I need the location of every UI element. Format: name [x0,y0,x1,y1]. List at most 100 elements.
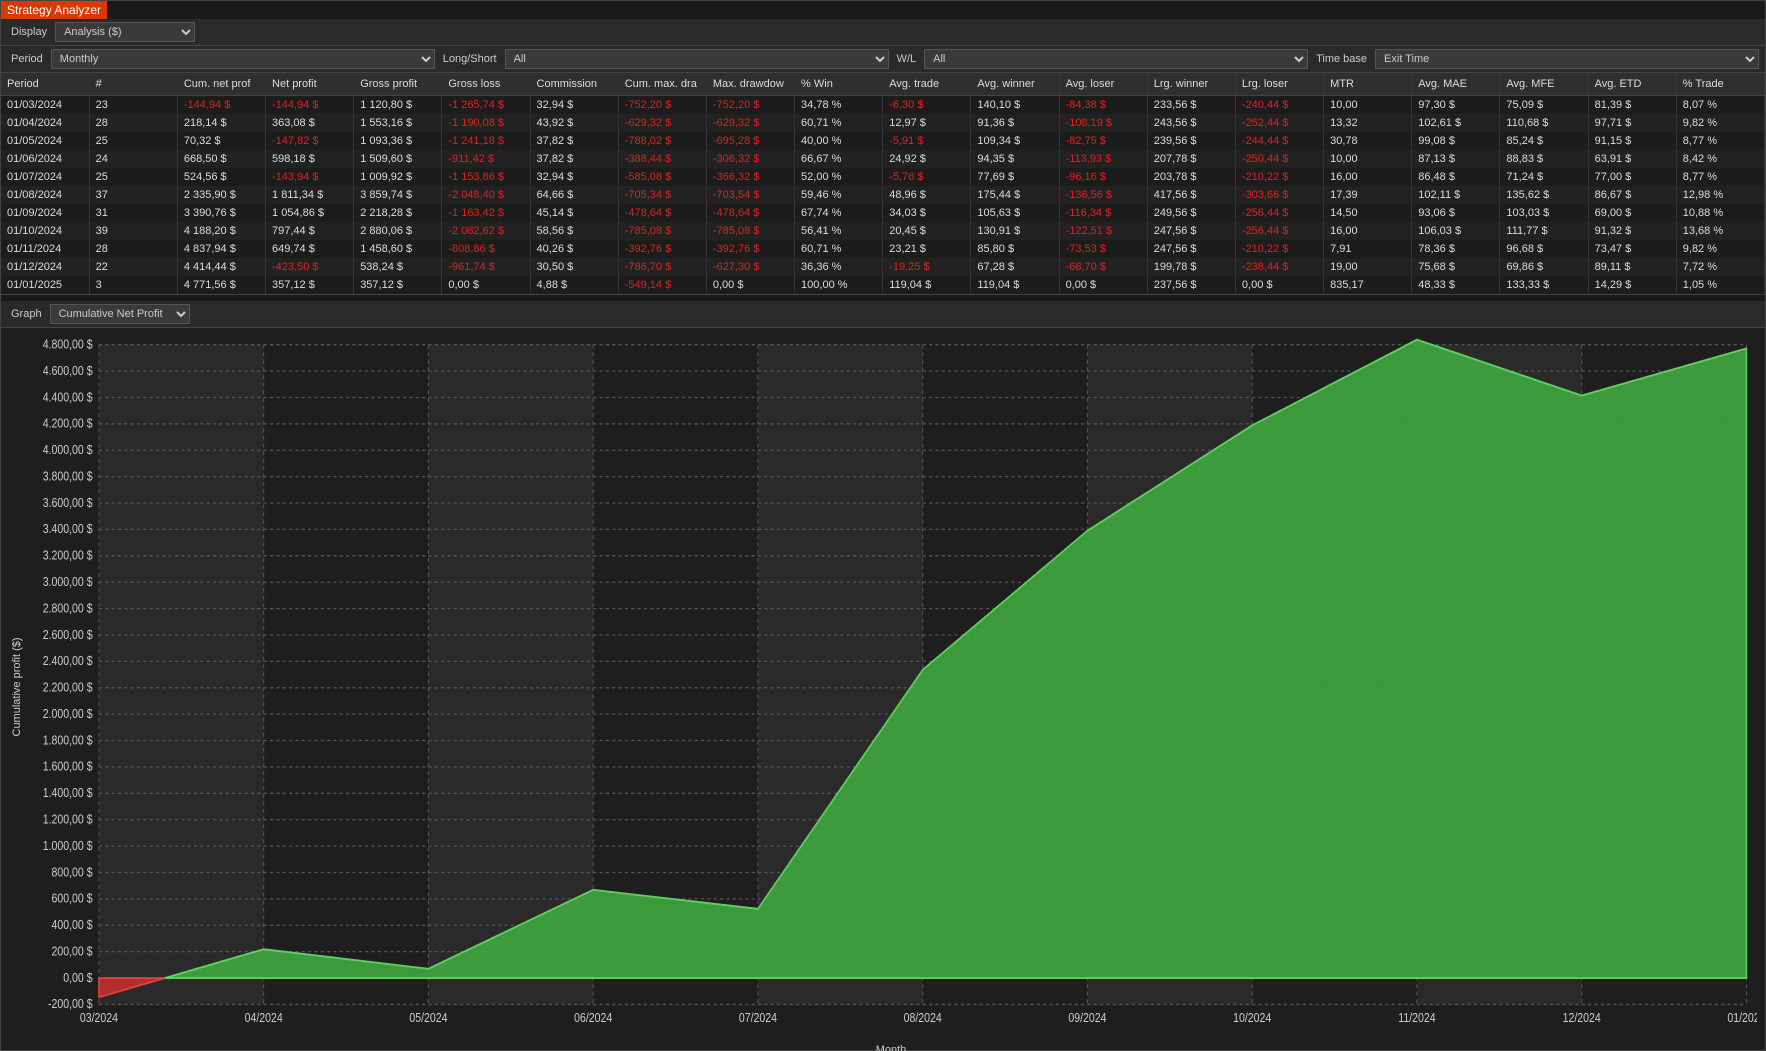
column-header[interactable]: Net profit [266,73,354,95]
table-cell: 60,71 % [795,240,883,258]
table-cell: 649,74 $ [266,240,354,258]
table-cell: 77,00 $ [1588,168,1676,186]
table-cell: 22 [89,258,177,276]
filter-toolbar: Period Monthly Long/Short All W/L All Ti… [1,46,1765,73]
table-cell: 14,50 [1324,204,1412,222]
column-header[interactable]: Commission [530,73,618,95]
table-row[interactable]: 01/09/2024313 390,76 $1 054,86 $2 218,28… [1,204,1765,222]
table-cell: 24,92 $ [883,150,971,168]
svg-text:3.800,00 $: 3.800,00 $ [43,469,93,483]
table-cell: -113,93 $ [1059,150,1147,168]
table-cell: 237,56 $ [1147,276,1235,294]
table-cell: -256,44 $ [1235,204,1323,222]
svg-text:1.600,00 $: 1.600,00 $ [43,759,93,773]
table-cell: 102,11 $ [1412,186,1500,204]
table-row[interactable]: 01/08/2024372 335,90 $1 811,34 $3 859,74… [1,186,1765,204]
display-select[interactable]: Analysis ($) [55,22,195,42]
column-header[interactable]: Avg. MAE [1412,73,1500,95]
table-cell: 9,82 % [1676,114,1764,132]
column-header[interactable]: Lrg. loser [1235,73,1323,95]
wl-select[interactable]: All [924,49,1308,69]
column-header[interactable]: Avg. winner [971,73,1059,95]
column-header[interactable]: Cum. max. dra [618,73,706,95]
column-header[interactable]: % Win [795,73,883,95]
table-cell: -788,02 $ [618,132,706,150]
table-row[interactable]: 01/06/202424668,50 $598,18 $1 509,60 $-9… [1,150,1765,168]
column-header[interactable]: Gross loss [442,73,530,95]
table-cell: 34,78 % [795,95,883,114]
table-cell: 96,68 $ [1500,240,1588,258]
table-cell: 37 [89,186,177,204]
table-cell: 598,18 $ [266,150,354,168]
table-cell: 36,36 % [795,258,883,276]
table-row[interactable]: 01/11/2024284 837,94 $649,74 $1 458,60 $… [1,240,1765,258]
table-cell: -785,08 $ [706,222,794,240]
table-row[interactable]: 01/05/20242570,32 $-147,82 $1 093,36 $-1… [1,132,1765,150]
column-header[interactable]: Avg. loser [1059,73,1147,95]
graph-select[interactable]: Cumulative Net Profit [50,304,190,324]
table-cell: 24 [89,150,177,168]
table-row[interactable]: 01/04/202428218,14 $363,08 $1 553,16 $-1… [1,114,1765,132]
svg-text:03/2024: 03/2024 [80,1011,119,1025]
longshort-label: Long/Short [439,53,501,65]
table-cell: 10,88 % [1676,204,1764,222]
table-cell: 1,05 % [1676,276,1764,294]
table-row[interactable]: 01/01/202534 771,56 $357,12 $357,12 $0,0… [1,276,1765,294]
table-cell: 175,44 $ [971,186,1059,204]
table-cell: -1 163,42 $ [442,204,530,222]
table-cell: 3 390,76 $ [177,204,265,222]
column-header[interactable]: Gross profit [354,73,442,95]
svg-text:800,00 $: 800,00 $ [52,865,94,879]
table-cell: 91,36 $ [971,114,1059,132]
wl-label: W/L [893,53,921,65]
timebase-select[interactable]: Exit Time [1375,49,1759,69]
table-cell: 105,63 $ [971,204,1059,222]
period-select[interactable]: Monthly [51,49,435,69]
table-cell: -392,76 $ [618,240,706,258]
table-cell: 0,00 $ [1235,276,1323,294]
table-cell: -96,16 $ [1059,168,1147,186]
table-cell: 63,91 $ [1588,150,1676,168]
table-cell: 0,00 $ [706,276,794,294]
column-header[interactable]: Max. drawdow [706,73,794,95]
column-header[interactable]: MTR [1324,73,1412,95]
column-header[interactable]: % Trade [1676,73,1764,95]
svg-text:0,00 $: 0,00 $ [63,970,93,984]
table-cell: 77,69 $ [971,168,1059,186]
table-cell: 8,77 % [1676,168,1764,186]
longshort-select[interactable]: All [505,49,889,69]
table-cell: 66,67 % [795,150,883,168]
table-cell: 91,15 $ [1588,132,1676,150]
column-header[interactable]: Avg. MFE [1500,73,1588,95]
table-cell: 4 188,20 $ [177,222,265,240]
table-row[interactable]: 01/07/202425524,56 $-143,94 $1 009,92 $-… [1,168,1765,186]
column-header[interactable]: Period [1,73,89,95]
svg-text:06/2024: 06/2024 [574,1011,613,1025]
table-cell: 45,14 $ [530,204,618,222]
table-cell: -1 153,86 $ [442,168,530,186]
table-cell: -84,38 $ [1059,95,1147,114]
table-cell: 7,72 % [1676,258,1764,276]
svg-text:08/2024: 08/2024 [904,1011,943,1025]
column-header[interactable]: Avg. ETD [1588,73,1676,95]
table-row[interactable]: 01/03/202423-144,94 $-144,94 $1 120,80 $… [1,95,1765,114]
svg-text:200,00 $: 200,00 $ [52,944,94,958]
table-cell: 37,82 $ [530,132,618,150]
table-cell: 233,56 $ [1147,95,1235,114]
table-cell: 94,35 $ [971,150,1059,168]
column-header[interactable]: Cum. net prof [177,73,265,95]
table-cell: 247,56 $ [1147,222,1235,240]
table-row[interactable]: 01/12/2024224 414,44 $-423,50 $538,24 $-… [1,258,1765,276]
table-row[interactable]: 01/10/2024394 188,20 $797,44 $2 880,06 $… [1,222,1765,240]
table-cell: -785,08 $ [618,222,706,240]
table-cell: -752,20 $ [618,95,706,114]
table-cell: -911,42 $ [442,150,530,168]
column-header[interactable]: Lrg. winner [1147,73,1235,95]
column-header[interactable]: # [89,73,177,95]
table-cell: 1 811,34 $ [266,186,354,204]
table-cell: -252,44 $ [1235,114,1323,132]
svg-text:2.600,00 $: 2.600,00 $ [43,627,93,641]
column-header[interactable]: Avg. trade [883,73,971,95]
table-cell: 70,32 $ [177,132,265,150]
table-cell: 3 859,74 $ [354,186,442,204]
